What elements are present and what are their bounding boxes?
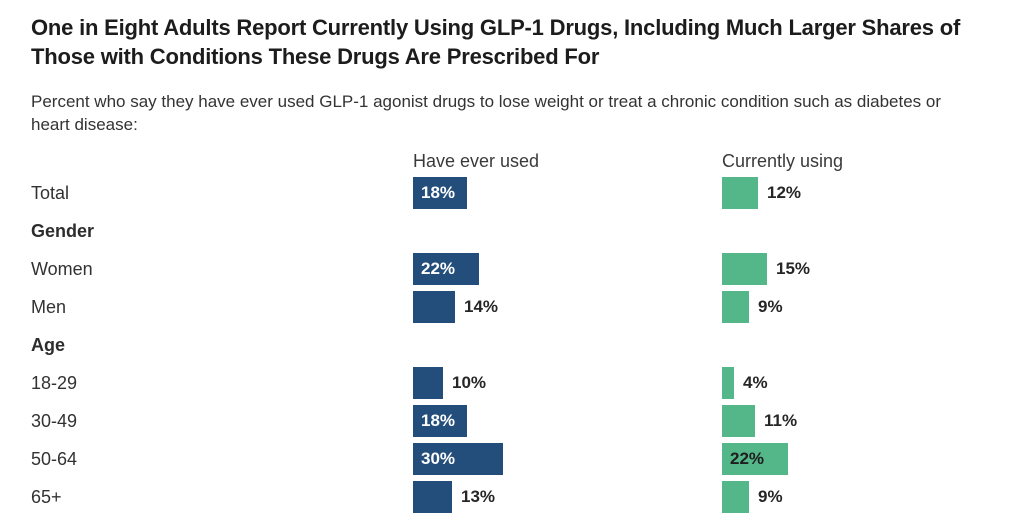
ever-bar: 18% bbox=[413, 405, 467, 437]
current-bar-cell: 12% bbox=[722, 177, 1004, 209]
bar-value-label: 15% bbox=[776, 259, 811, 278]
bar-value-label: 10% bbox=[452, 373, 487, 392]
ever-bar: 30% bbox=[413, 443, 503, 475]
row-label: Women bbox=[31, 258, 93, 279]
ever-bar bbox=[413, 367, 443, 399]
bar-value-label: 22% bbox=[421, 259, 456, 278]
ever-bar bbox=[413, 291, 455, 323]
current-bar-cell: 22% bbox=[722, 443, 1004, 475]
section-row: Gender bbox=[31, 212, 1004, 250]
row-label: Men bbox=[31, 296, 67, 317]
ever-bar-cell: 18% bbox=[413, 177, 722, 209]
current-bar: 22% bbox=[722, 443, 788, 475]
chart-row: Men 14% 9% bbox=[31, 288, 1004, 326]
section-label: Age bbox=[31, 334, 66, 355]
chart-row: 65+ 13% 9% bbox=[31, 478, 1004, 516]
bar-value-label: 4% bbox=[743, 373, 768, 392]
bar-value-label: 12% bbox=[767, 183, 802, 202]
chart-row: 50-64 30% 22% bbox=[31, 440, 1004, 478]
ever-bar-cell: 18% bbox=[413, 405, 722, 437]
current-bar-cell: 15% bbox=[722, 253, 1004, 285]
current-bar-cell: 4% bbox=[722, 367, 1004, 399]
bar-chart: Have ever used Currently using Total 18% 1… bbox=[31, 146, 1004, 516]
current-bar bbox=[722, 253, 767, 285]
current-bar bbox=[722, 291, 749, 323]
chart-subtitle: Percent who say they have ever used GLP-… bbox=[31, 92, 942, 134]
bar-value-label: 13% bbox=[461, 487, 496, 506]
bar-value-label: 30% bbox=[421, 449, 456, 468]
row-label: 65+ bbox=[31, 486, 62, 507]
bar-value-label: 11% bbox=[764, 411, 798, 430]
current-bar bbox=[722, 367, 734, 399]
column-header-have-ever-used: Have ever used bbox=[413, 151, 540, 171]
current-bar-cell: 9% bbox=[722, 291, 1004, 323]
bar-value-label: 9% bbox=[758, 297, 783, 316]
ever-bar-cell: 10% bbox=[413, 367, 722, 399]
row-label: 30-49 bbox=[31, 410, 78, 431]
chart-row: 30-49 18% 11% bbox=[31, 402, 1004, 440]
section-label: Gender bbox=[31, 220, 95, 241]
chart-title: One in Eight Adults Report Currently Usi… bbox=[31, 15, 961, 69]
chart-row: Total 18% 12% bbox=[31, 174, 1004, 212]
ever-bar: 18% bbox=[413, 177, 467, 209]
ever-bar-cell: 30% bbox=[413, 443, 722, 475]
ever-bar: 22% bbox=[413, 253, 479, 285]
ever-bar-cell: 13% bbox=[413, 481, 722, 513]
current-bar-cell: 9% bbox=[722, 481, 1004, 513]
current-bar bbox=[722, 481, 749, 513]
row-label: 50-64 bbox=[31, 448, 78, 469]
current-bar bbox=[722, 405, 755, 437]
ever-bar-cell: 14% bbox=[413, 291, 722, 323]
section-row: Age bbox=[31, 326, 1004, 364]
bar-value-label: 14% bbox=[464, 297, 499, 316]
chart-rows: Total 18% 12% Gender Women 22% 15% Men 14% 9% Age 1… bbox=[31, 174, 1004, 516]
column-header-row: Have ever used Currently using bbox=[31, 146, 1004, 174]
bar-value-label: 22% bbox=[730, 449, 765, 468]
current-bar bbox=[722, 177, 758, 209]
chart-row: 18-29 10% 4% bbox=[31, 364, 1004, 402]
chart-row: Women 22% 15% bbox=[31, 250, 1004, 288]
row-label: 18-29 bbox=[31, 372, 78, 393]
bar-value-label: 9% bbox=[758, 487, 783, 506]
bar-value-label: 18% bbox=[421, 183, 456, 202]
ever-bar bbox=[413, 481, 452, 513]
column-header-currently-using: Currently using bbox=[722, 151, 844, 171]
current-bar-cell: 11% bbox=[722, 405, 1004, 437]
bar-value-label: 18% bbox=[421, 411, 456, 430]
row-label: Total bbox=[31, 182, 70, 203]
ever-bar-cell: 22% bbox=[413, 253, 722, 285]
